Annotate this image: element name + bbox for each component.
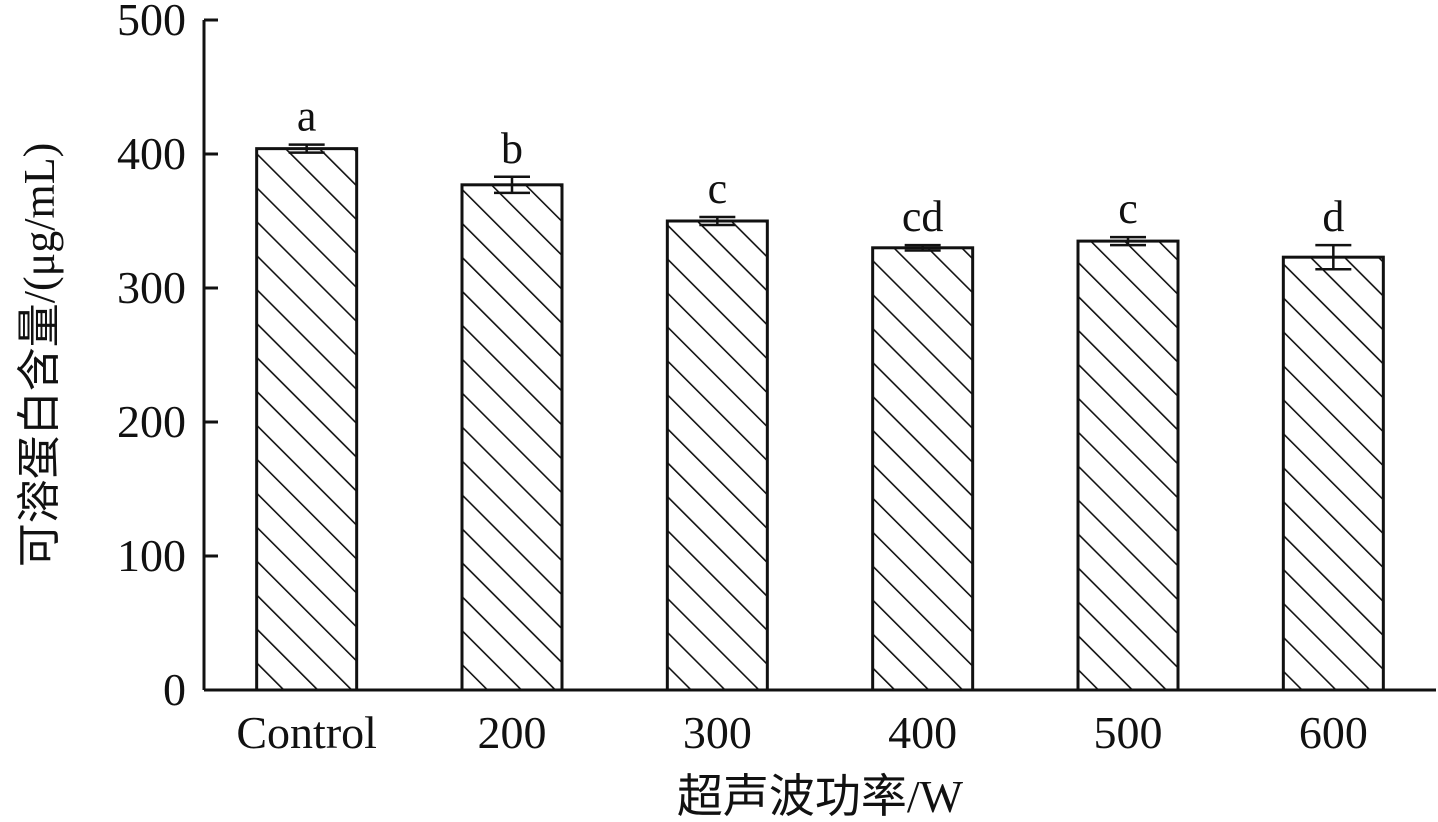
x-axis-title: 超声波功率/W — [677, 771, 964, 822]
x-tick-label: 400 — [888, 707, 957, 758]
significance-label: c — [708, 164, 728, 213]
y-axis-title: 可溶蛋白含量/(μg/mL) — [15, 143, 64, 567]
x-tick-label: 200 — [478, 707, 547, 758]
labels-layer: 0 100 200 300 400 500 a Control b 200 c 300 cd 400 c 50… — [117, 0, 1368, 758]
x-tick-label: 300 — [683, 707, 752, 758]
y-tick-label: 300 — [117, 262, 186, 313]
significance-label: c — [1118, 184, 1138, 233]
bar-control — [255, 147, 359, 692]
significance-label: a — [297, 92, 317, 141]
x-tick-label: Control — [236, 707, 377, 758]
y-tick-label: 0 — [163, 664, 186, 715]
significance-label: cd — [902, 192, 944, 241]
bar-500 — [1076, 239, 1180, 692]
bar-600 — [1281, 255, 1385, 692]
y-tick-label: 200 — [117, 396, 186, 447]
significance-label: b — [501, 124, 523, 173]
x-tick-label: 600 — [1299, 707, 1368, 758]
y-tick-label: 400 — [117, 128, 186, 179]
bar-200 — [460, 183, 564, 692]
bar-400 — [871, 246, 975, 692]
axes-layer — [202, 18, 1436, 692]
y-tick-label: 100 — [117, 530, 186, 581]
significance-label: d — [1322, 192, 1344, 241]
bars-layer — [255, 143, 1385, 692]
bar-300 — [665, 219, 769, 692]
y-tick-label: 500 — [117, 0, 186, 45]
x-tick-label: 500 — [1094, 707, 1163, 758]
